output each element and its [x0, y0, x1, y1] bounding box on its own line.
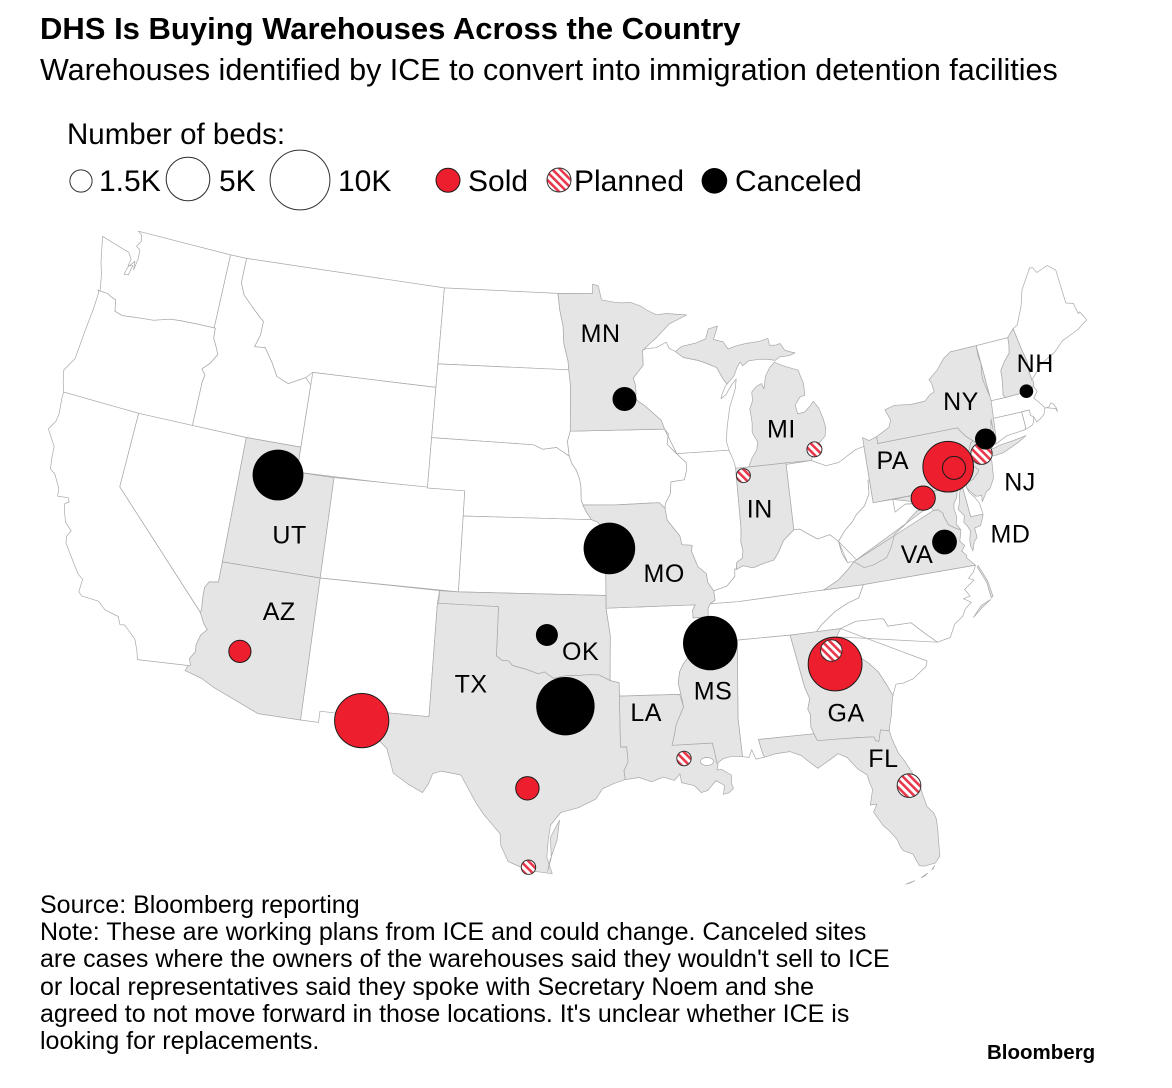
svg-text:FL: FL	[868, 745, 898, 773]
svg-text:TX: TX	[455, 670, 488, 698]
svg-text:MS: MS	[694, 677, 733, 705]
svg-text:LA: LA	[630, 699, 662, 727]
svg-text:GA: GA	[828, 700, 865, 728]
svg-text:NH: NH	[1017, 350, 1054, 378]
svg-text:Canceled: Canceled	[735, 165, 862, 198]
svg-text:OK: OK	[562, 638, 599, 666]
svg-text:NJ: NJ	[1004, 468, 1036, 496]
svg-text:PA: PA	[877, 447, 910, 475]
svg-text:5K: 5K	[219, 165, 256, 198]
svg-text:Planned: Planned	[574, 165, 684, 198]
svg-text:MN: MN	[581, 320, 621, 348]
svg-text:MO: MO	[644, 560, 685, 588]
svg-text:MD: MD	[991, 520, 1031, 548]
svg-text:MI: MI	[767, 416, 796, 444]
svg-text:Sold: Sold	[468, 165, 528, 198]
svg-text:NY: NY	[943, 388, 979, 416]
svg-text:UT: UT	[272, 522, 306, 550]
svg-text:VA: VA	[901, 541, 934, 569]
svg-text:IN: IN	[747, 496, 773, 524]
svg-text:10K: 10K	[338, 165, 391, 198]
svg-text:1.5K: 1.5K	[99, 165, 161, 198]
svg-text:AZ: AZ	[263, 598, 296, 626]
